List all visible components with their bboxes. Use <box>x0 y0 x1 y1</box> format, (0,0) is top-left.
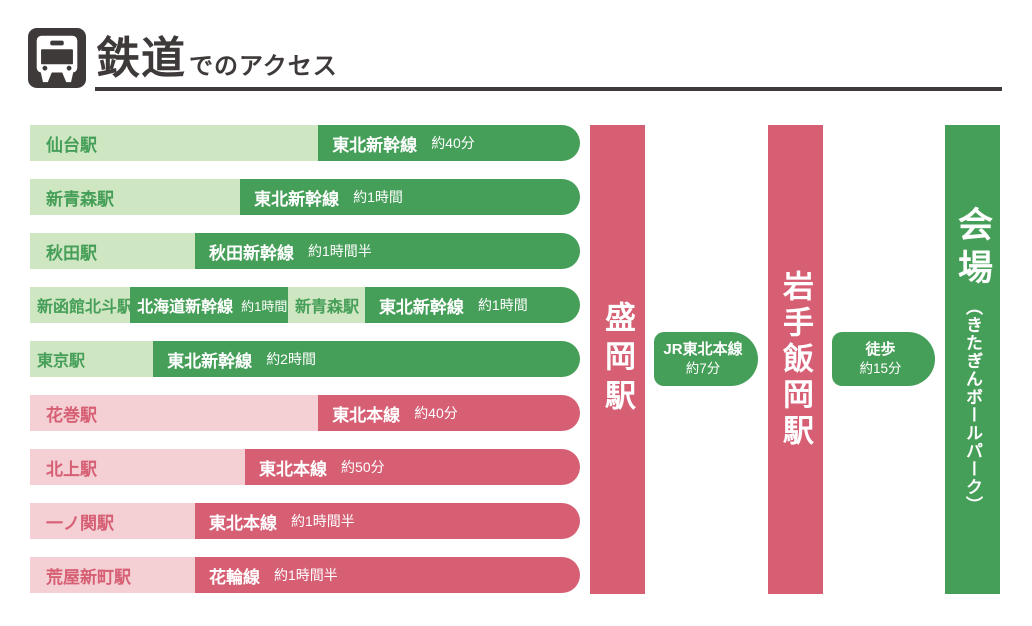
line-duration: 約50分 <box>341 459 385 475</box>
line-segment: 東北本線 約1時間半 <box>195 503 580 539</box>
line-duration: 約1時間半 <box>291 513 355 529</box>
station-segment: 秋田駅 <box>30 233 195 269</box>
morioka-station-bar: 盛岡駅 <box>590 125 645 594</box>
route-row: 仙台駅 東北新幹線 約40分 <box>30 125 580 161</box>
line-name: 東北本線 <box>332 405 401 425</box>
route-row: 花巻駅 東北本線 約40分 <box>30 395 580 431</box>
route-row: 荒屋新町駅 花輪線 約1時間半 <box>30 557 580 593</box>
venue-name: 会場 <box>953 205 992 292</box>
line-segment: 東北新幹線 約1時間 <box>364 287 580 323</box>
venue-bar: 会場 （きたぎんボールパーク） <box>945 125 1000 594</box>
route-list: 仙台駅 東北新幹線 約40分 新青森駅 東北新幹線 約1時間 秋田駅 秋田新幹線 約1時間半 新函… <box>30 125 580 594</box>
line-duration: 約2時間 <box>266 351 316 367</box>
line-segment: 東北新幹線 約40分 <box>318 125 580 161</box>
line-name: 東北新幹線 <box>254 189 340 209</box>
station-segment: 東京駅 <box>30 341 154 377</box>
route-row: 一ノ関駅 東北本線 約1時間半 <box>30 503 580 539</box>
page-title: 鉄道 でのアクセス <box>96 34 338 83</box>
line-segment: 花輪線 約1時間半 <box>195 557 580 593</box>
train-icon <box>28 28 86 88</box>
line-name: 東北本線 <box>259 459 328 479</box>
route-row: 新青森駅 東北新幹線 約1時間 <box>30 179 580 215</box>
station-segment: 花巻駅 <box>30 395 319 431</box>
line-name: 秋田新幹線 <box>209 243 294 263</box>
line-name: 北海道新幹線 <box>137 299 234 316</box>
station-segment: 荒屋新町駅 <box>30 557 195 593</box>
venue-subname: （きたぎんボールパーク） <box>963 297 982 514</box>
line-segment: 北海道新幹線 約1時間 <box>130 287 288 323</box>
line-name: 東北新幹線 <box>332 135 418 155</box>
iwate-iioka-station-label: 岩手飯岡駅 <box>778 269 813 450</box>
morioka-station-label: 盛岡駅 <box>600 301 635 418</box>
line-segment: 秋田新幹線 約1時間半 <box>195 233 580 269</box>
station-segment: 一ノ関駅 <box>30 503 195 539</box>
route-row: 北上駅 東北本線 約50分 <box>30 449 580 485</box>
line-duration: 約40分 <box>431 135 475 151</box>
page-title-main: 鉄道 <box>96 34 186 83</box>
line-duration: 約1時間 <box>241 298 288 314</box>
line-segment: 東北新幹線 約2時間 <box>153 341 580 377</box>
station-segment: 新青森駅 <box>30 179 241 215</box>
line-duration: 約40分 <box>414 405 458 421</box>
station-segment: 北上駅 <box>30 449 246 485</box>
line-name: 東北新幹線 <box>378 297 464 317</box>
connection-duration-label: 約7分 <box>685 360 721 376</box>
page-title-sub: でのアクセス <box>189 52 338 80</box>
line-duration: 約1時間 <box>353 189 403 205</box>
line-segment: 東北本線 約50分 <box>245 449 580 485</box>
line-segment: 東北本線 約40分 <box>318 395 580 431</box>
walk-duration-label: 約15分 <box>859 360 902 376</box>
route-row: 秋田駅 秋田新幹線 約1時間半 <box>30 233 580 269</box>
line-segment: 東北新幹線 約1時間 <box>240 179 580 215</box>
walk-label: 徒歩 <box>865 341 896 359</box>
line-name: 東北本線 <box>209 513 277 533</box>
iwate-iioka-station-bar: 岩手飯岡駅 <box>768 125 823 594</box>
line-name: 花輪線 <box>209 567 260 587</box>
station-segment: 新青森駅 <box>287 287 365 323</box>
station-segment: 仙台駅 <box>30 125 319 161</box>
route-row: 東京駅 東北新幹線 約2時間 <box>30 341 580 377</box>
jr-tohoku-line-bubble: JR東北本線 約7分 <box>654 332 758 386</box>
line-duration: 約1時間半 <box>274 567 338 583</box>
connection-line-label: JR東北本線 <box>663 341 743 359</box>
walk-bubble: 徒歩 約15分 <box>832 332 935 386</box>
line-duration: 約1時間 <box>477 297 528 313</box>
route-row: 新函館北斗駅 北海道新幹線 約1時間 新青森駅 東北新幹線 約1時間 <box>30 287 580 323</box>
station-segment: 新函館北斗駅 <box>30 287 131 323</box>
line-name: 東北新幹線 <box>167 351 253 371</box>
title-underline <box>95 87 1002 91</box>
line-duration: 約1時間半 <box>308 243 372 259</box>
